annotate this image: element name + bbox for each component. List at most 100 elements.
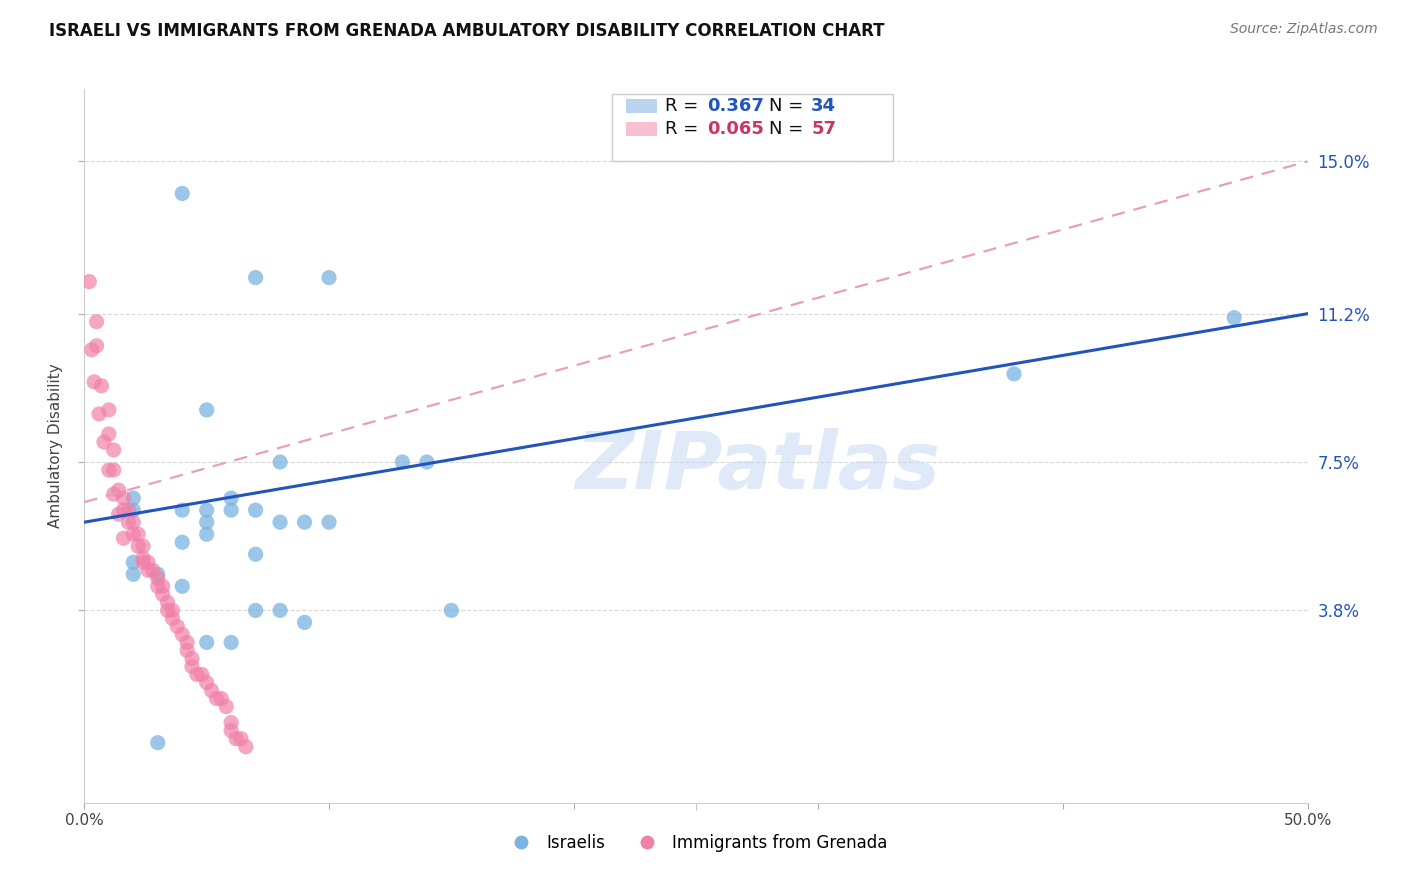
Point xyxy=(318,270,340,285)
Point xyxy=(132,555,155,569)
Point xyxy=(205,691,228,706)
Point xyxy=(181,659,204,673)
Point xyxy=(269,515,291,529)
Point xyxy=(156,595,179,609)
Point xyxy=(294,515,316,529)
Point xyxy=(117,515,139,529)
Point xyxy=(229,731,252,746)
Point xyxy=(122,527,145,541)
Point xyxy=(219,715,242,730)
Text: Source: ZipAtlas.com: Source: ZipAtlas.com xyxy=(1230,22,1378,37)
Point xyxy=(176,635,198,649)
Legend: Israelis, Immigrants from Grenada: Israelis, Immigrants from Grenada xyxy=(498,828,894,859)
Point xyxy=(1002,367,1025,381)
Text: R =: R = xyxy=(665,120,704,138)
Point xyxy=(103,487,125,501)
Point xyxy=(152,587,174,601)
Point xyxy=(195,403,218,417)
Point xyxy=(152,579,174,593)
Point xyxy=(219,503,242,517)
Point xyxy=(181,651,204,665)
Point xyxy=(440,603,463,617)
Point xyxy=(122,503,145,517)
Point xyxy=(103,442,125,457)
Point xyxy=(191,667,214,681)
Point xyxy=(172,579,194,593)
Point xyxy=(219,491,242,505)
Point xyxy=(112,503,135,517)
Point xyxy=(416,455,439,469)
Point xyxy=(107,483,129,497)
Point xyxy=(142,563,165,577)
Point xyxy=(269,455,291,469)
Point xyxy=(162,611,184,625)
Point xyxy=(136,563,159,577)
Point xyxy=(245,503,267,517)
Point xyxy=(93,435,115,450)
Point xyxy=(112,531,135,545)
Point xyxy=(219,723,242,738)
Point xyxy=(195,675,218,690)
Point xyxy=(117,503,139,517)
Point xyxy=(132,551,155,566)
Point xyxy=(219,635,242,649)
Point xyxy=(162,603,184,617)
Point xyxy=(176,643,198,657)
Point xyxy=(86,339,108,353)
Point xyxy=(195,515,218,529)
Text: 0.065: 0.065 xyxy=(707,120,763,138)
Text: N =: N = xyxy=(769,97,808,115)
Point xyxy=(235,739,257,754)
Point xyxy=(80,343,103,357)
Point xyxy=(122,515,145,529)
Point xyxy=(172,503,194,517)
Text: R =: R = xyxy=(665,97,704,115)
Point xyxy=(209,691,232,706)
Point xyxy=(172,535,194,549)
Point xyxy=(172,627,194,641)
Text: N =: N = xyxy=(769,120,808,138)
Point xyxy=(112,491,135,505)
Point xyxy=(127,527,149,541)
Point xyxy=(156,603,179,617)
Point xyxy=(132,539,155,553)
Point xyxy=(245,270,267,285)
Point xyxy=(294,615,316,630)
Point xyxy=(186,667,208,681)
Point xyxy=(146,579,169,593)
Point xyxy=(318,515,340,529)
Point xyxy=(83,375,105,389)
Point xyxy=(122,491,145,505)
Point xyxy=(195,635,218,649)
Text: 0.367: 0.367 xyxy=(707,97,763,115)
Point xyxy=(1223,310,1246,325)
Point xyxy=(195,527,218,541)
Point xyxy=(166,619,188,633)
Point xyxy=(97,403,120,417)
Point xyxy=(172,186,194,201)
Point xyxy=(86,315,108,329)
Point xyxy=(107,507,129,521)
Point xyxy=(269,603,291,617)
Point xyxy=(103,463,125,477)
Point xyxy=(122,567,145,582)
Point xyxy=(215,699,238,714)
Text: 57: 57 xyxy=(811,120,837,138)
Text: 34: 34 xyxy=(811,97,837,115)
Point xyxy=(245,603,267,617)
Point xyxy=(200,683,222,698)
Text: ZIPatlas: ZIPatlas xyxy=(575,428,939,507)
Point xyxy=(97,427,120,442)
Point xyxy=(146,567,169,582)
Point xyxy=(127,539,149,553)
Point xyxy=(122,555,145,569)
Y-axis label: Ambulatory Disability: Ambulatory Disability xyxy=(48,364,63,528)
Point xyxy=(77,275,100,289)
Point xyxy=(87,407,110,421)
Point xyxy=(245,547,267,561)
Point xyxy=(146,736,169,750)
Point xyxy=(195,503,218,517)
Point xyxy=(136,555,159,569)
Point xyxy=(225,731,247,746)
Text: ISRAELI VS IMMIGRANTS FROM GRENADA AMBULATORY DISABILITY CORRELATION CHART: ISRAELI VS IMMIGRANTS FROM GRENADA AMBUL… xyxy=(49,22,884,40)
